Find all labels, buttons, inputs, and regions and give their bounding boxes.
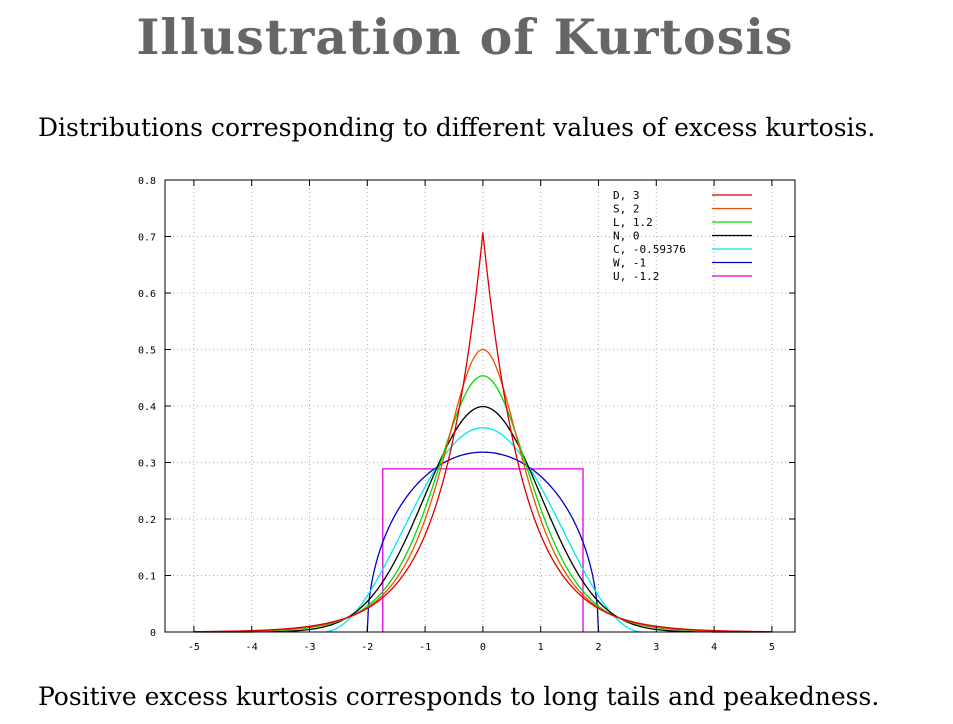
legend-label: L, 1.2 [613, 216, 653, 229]
series-line-uniform [382, 468, 584, 632]
series-line-normal [193, 405, 772, 633]
series-line-raised-cosine [322, 427, 643, 633]
slide-subtitle: Distributions corresponding to different… [38, 113, 876, 142]
x-tick-label: 3 [653, 642, 659, 653]
legend-label: W, -1 [613, 257, 646, 270]
legend-label: C, -0.59376 [613, 243, 686, 256]
series-lines [193, 232, 772, 633]
x-tick-label: 0 [480, 642, 486, 653]
y-tick-label: 0.4 [138, 402, 156, 413]
series-line-hyperbolic-secant [193, 348, 772, 633]
plot-frame [164, 179, 796, 633]
y-tick-label: 0.5 [138, 346, 156, 357]
slide-footer: Positive excess kurtosis corresponds to … [38, 682, 880, 711]
y-tick-label: 0.8 [138, 176, 156, 187]
axis-ticks: -5 -4 -3 -2 -1 0 1 2 3 4 5 0 0.1 0.2 0.3 0.4 0.5 0.6 0.7 0.… [138, 176, 795, 653]
series-line-wigner-semicircle [366, 451, 600, 633]
legend-label: D, 3 [613, 189, 640, 202]
y-tick-label: 0.7 [138, 233, 156, 244]
x-tick-label: -4 [246, 642, 258, 653]
y-tick-label: 0.6 [138, 289, 156, 300]
x-tick-label: -5 [188, 642, 200, 653]
y-tick-label: 0.3 [138, 459, 156, 470]
x-tick-label: 5 [769, 642, 775, 653]
x-tick-label: 2 [595, 642, 601, 653]
legend-label: U, -1.2 [613, 270, 659, 283]
legend-label: S, 2 [613, 203, 640, 216]
x-tick-label: -2 [361, 642, 373, 653]
x-tick-label: -1 [419, 642, 431, 653]
y-tick-label: 0.1 [138, 572, 156, 583]
y-tick-label: 0 [150, 628, 156, 639]
x-tick-label: 4 [711, 642, 717, 653]
legend-label: N, 0 [613, 230, 640, 243]
slide-title: Illustration of Kurtosis [136, 8, 794, 66]
series-line-laplace [193, 232, 772, 633]
series-line-logistic [193, 375, 772, 633]
x-tick-label: 1 [538, 642, 544, 653]
grid [165, 180, 795, 632]
x-tick-label: -3 [303, 642, 315, 653]
y-tick-label: 0.2 [138, 515, 156, 526]
